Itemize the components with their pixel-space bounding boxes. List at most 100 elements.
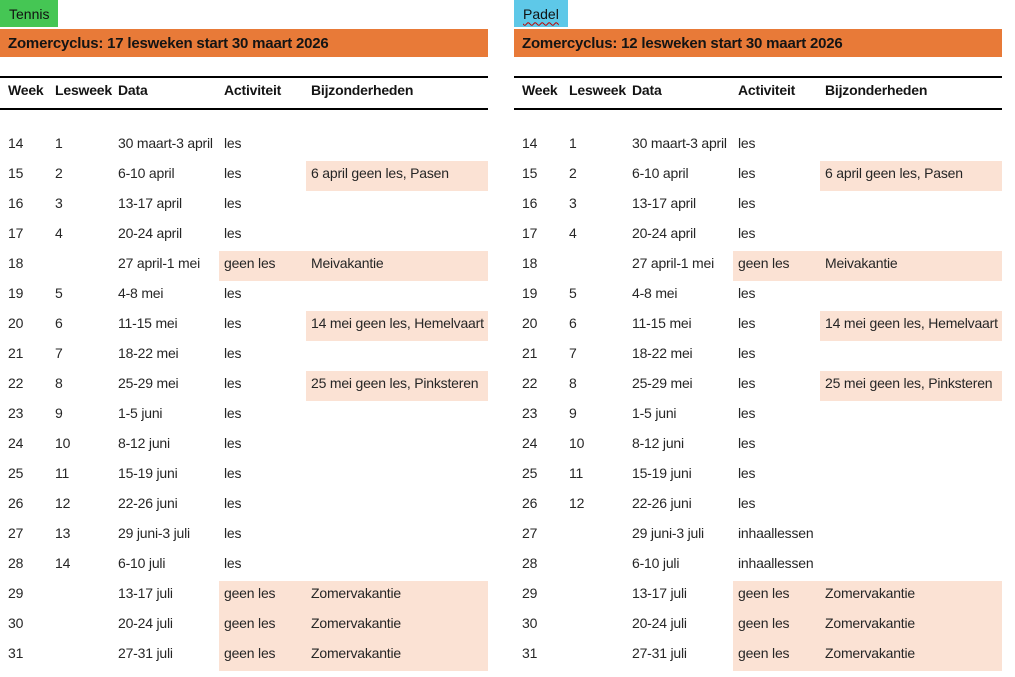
cell-data: 20-24 april (118, 225, 182, 241)
cell-week: 29 (8, 585, 24, 601)
cell-bijzonderheden: Meivakantie (311, 255, 384, 271)
header-data: Data (118, 82, 148, 98)
cell-bijzonderheden: 6 april geen les, Pasen (825, 165, 963, 181)
cell-lesweek: 1 (55, 135, 63, 151)
cell-bijzonderheden: Zomervakantie (825, 585, 915, 601)
table-row: 24 10 8-12 juni les (0, 431, 488, 461)
cell-activiteit: les (224, 195, 242, 211)
padel-tab-label: Padel (523, 5, 559, 22)
table-row: 17 4 20-24 april les (514, 221, 1002, 251)
cell-lesweek: 1 (569, 135, 577, 151)
cell-data: 18-22 mei (118, 345, 179, 361)
table-row: 26 12 22-26 juni les (514, 491, 1002, 521)
cell-activiteit: geen les (224, 615, 276, 631)
cell-data: 27-31 juli (632, 645, 687, 661)
cell-activiteit: les (224, 135, 242, 151)
cell-data: 25-29 mei (632, 375, 693, 391)
cell-week: 26 (522, 495, 538, 511)
cell-week: 14 (522, 135, 538, 151)
header-data: Data (632, 82, 662, 98)
cell-data: 15-19 juni (118, 465, 178, 481)
row-highlight (733, 611, 1002, 641)
padel-cycle-banner: Zomercyclus: 12 lesweken start 30 maart … (514, 29, 1002, 57)
row-highlight (733, 641, 1002, 671)
cell-week: 24 (522, 435, 538, 451)
table-row: 14 1 30 maart-3 april les (0, 131, 488, 161)
tennis-cycle-banner-text: Zomercyclus: 17 lesweken start 30 maart … (8, 34, 329, 52)
padel-table-header: Week Lesweek Data Activiteit Bijzonderhe… (514, 82, 1002, 100)
cell-data: 20-24 april (632, 225, 696, 241)
tennis-tab: Tennis (0, 0, 59, 27)
table-row: 16 3 13-17 april les (0, 191, 488, 221)
cell-data: 6-10 april (118, 165, 175, 181)
cell-bijzonderheden: Meivakantie (825, 255, 898, 271)
cell-data: 4-8 mei (632, 285, 678, 301)
cell-lesweek: 4 (569, 225, 577, 241)
cell-week: 17 (522, 225, 538, 241)
cell-week: 19 (522, 285, 538, 301)
cell-week: 22 (522, 375, 538, 391)
cell-activiteit: les (224, 435, 242, 451)
table-row: 30 20-24 juli geen les Zomervakantie (514, 611, 1002, 641)
row-highlight (733, 251, 1002, 281)
cell-activiteit: les (224, 495, 242, 511)
table-row: 27 29 juni-3 juli inhaallessen (514, 521, 1002, 551)
cell-data: 27 april-1 mei (118, 255, 201, 271)
row-highlight (306, 371, 488, 401)
cell-lesweek: 12 (55, 495, 71, 511)
cell-lesweek: 9 (569, 405, 577, 421)
table-row: 26 12 22-26 juni les (0, 491, 488, 521)
header-week: Week (522, 82, 558, 98)
table-row: 18 27 april-1 mei geen les Meivakantie (514, 251, 1002, 281)
cell-bijzonderheden: 25 mei geen les, Pinksteren (825, 375, 993, 391)
cell-lesweek: 8 (569, 375, 577, 391)
header-lesweek: Lesweek (569, 82, 626, 98)
cell-bijzonderheden: Zomervakantie (311, 645, 401, 661)
cell-data: 15-19 juni (632, 465, 692, 481)
cell-week: 27 (522, 525, 538, 541)
table-row: 28 6-10 juli inhaallessen (514, 551, 1002, 581)
cell-lesweek: 13 (55, 525, 71, 541)
cell-week: 15 (8, 165, 24, 181)
cell-bijzonderheden: 14 mei geen les, Hemelvaart (825, 315, 998, 331)
cell-data: 1-5 juni (632, 405, 677, 421)
cell-activiteit: les (224, 555, 242, 571)
tennis-table-rows: 14 1 30 maart-3 april les 15 2 6-10 april les 6 … (0, 131, 488, 671)
cell-bijzonderheden: Zomervakantie (311, 585, 401, 601)
cell-data: 6-10 juli (118, 555, 166, 571)
cell-activiteit: geen les (738, 615, 790, 631)
cell-lesweek: 2 (55, 165, 63, 181)
cell-data: 8-12 juni (118, 435, 170, 451)
cell-week: 25 (522, 465, 538, 481)
cell-lesweek: 10 (55, 435, 71, 451)
cell-activiteit: les (738, 135, 756, 151)
table-row: 22 8 25-29 mei les 25 mei geen les, Pinkster… (514, 371, 1002, 401)
cell-activiteit: inhaallessen (738, 525, 814, 541)
cell-bijzonderheden: 14 mei geen les, Hemelvaart (311, 315, 484, 331)
cell-lesweek: 9 (55, 405, 63, 421)
cell-data: 20-24 juli (632, 615, 687, 631)
cell-activiteit: geen les (738, 585, 790, 601)
table-row: 23 9 1-5 juni les (0, 401, 488, 431)
table-row: 16 3 13-17 april les (514, 191, 1002, 221)
table-row: 22 8 25-29 mei les 25 mei geen les, Pinkster… (0, 371, 488, 401)
tennis-cycle-banner: Zomercyclus: 17 lesweken start 30 maart … (0, 29, 488, 57)
cell-week: 30 (8, 615, 24, 631)
cell-activiteit: les (224, 225, 242, 241)
cell-activiteit: geen les (224, 255, 276, 271)
cell-bijzonderheden: 6 april geen les, Pasen (311, 165, 449, 181)
cell-activiteit: les (224, 345, 242, 361)
cell-activiteit: les (738, 435, 756, 451)
header-lesweek: Lesweek (55, 82, 112, 98)
cell-activiteit: les (738, 495, 756, 511)
cell-data: 6-10 juli (632, 555, 680, 571)
cell-data: 4-8 mei (118, 285, 164, 301)
padel-cycle-banner-text: Zomercyclus: 12 lesweken start 30 maart … (522, 34, 843, 52)
cell-bijzonderheden: Zomervakantie (311, 615, 401, 631)
cell-week: 24 (8, 435, 24, 451)
cell-activiteit: geen les (738, 645, 790, 661)
cell-week: 27 (8, 525, 24, 541)
table-row: 14 1 30 maart-3 april les (514, 131, 1002, 161)
cell-data: 29 juni-3 juli (632, 525, 704, 541)
cell-lesweek: 3 (55, 195, 63, 211)
